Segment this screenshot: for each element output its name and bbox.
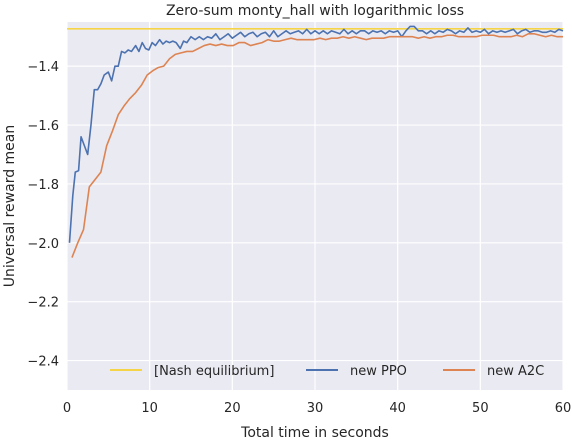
x-tick-label: 0 — [63, 401, 71, 416]
legend-label-nash: [Nash equilibrium] — [154, 364, 274, 379]
gridlines — [66, 22, 564, 390]
y-tick-label: −1.6 — [27, 119, 59, 134]
series-line-a2c — [71, 32, 563, 258]
x-tick-label: 30 — [307, 401, 324, 416]
x-tick-label: 10 — [141, 401, 158, 416]
x-axis-title: Total time in seconds — [240, 425, 389, 441]
legend-label-a2c: new A2C — [487, 364, 544, 379]
x-tick-label: 40 — [389, 401, 406, 416]
x-tick-label: 20 — [224, 401, 241, 416]
chart-title: Zero-sum monty_hall with logarithmic los… — [166, 3, 464, 19]
x-axis-ticks: 0 10 20 30 40 50 60 — [63, 401, 571, 416]
y-tick-label: −2.0 — [27, 237, 59, 252]
y-tick-label: −1.8 — [27, 178, 59, 193]
y-axis-ticks: −2.4 −2.2 −2.0 −1.8 −1.6 −1.4 — [27, 60, 59, 369]
y-tick-label: −1.4 — [27, 60, 59, 75]
y-axis-title: Universal reward mean — [2, 125, 18, 288]
series-line-ppo — [68, 25, 564, 243]
y-tick-label: −2.2 — [27, 296, 59, 311]
x-tick-label: 60 — [555, 401, 572, 416]
series-lines — [67, 25, 564, 258]
y-tick-label: −2.4 — [27, 355, 59, 370]
legend: [Nash equilibrium] new PPO new A2C — [110, 364, 544, 379]
legend-label-ppo: new PPO — [350, 364, 407, 379]
x-tick-label: 50 — [472, 401, 489, 416]
